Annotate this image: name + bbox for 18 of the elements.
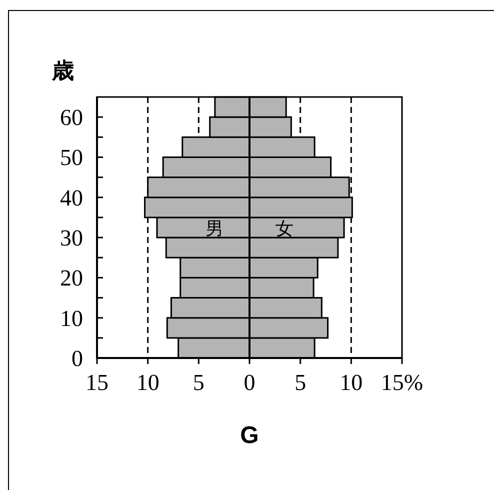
x-tick-label: 5 (192, 370, 204, 395)
y-tick-label: 10 (60, 306, 83, 331)
y-tick-label: 40 (60, 185, 83, 210)
x-tick-label: 10 (136, 370, 160, 395)
y-tick-label: 0 (72, 346, 83, 371)
y-tick-label: 30 (60, 226, 83, 251)
x-tick-label: 15% (380, 370, 424, 395)
x-axis-title: G (240, 422, 259, 449)
y-tick-label: 20 (60, 266, 83, 291)
x-tick-label: 15 (86, 370, 108, 395)
y-axis-title: 歳 (51, 58, 74, 83)
x-tick-label: 5 (294, 370, 306, 395)
series-label: 女 (276, 218, 294, 238)
y-tick-label: 60 (60, 105, 83, 130)
y-tick-label: 50 (60, 145, 83, 170)
series-label: 男 (205, 218, 224, 238)
x-tick-label: 10 (340, 370, 363, 395)
x-tick-label: 0 (244, 370, 256, 395)
